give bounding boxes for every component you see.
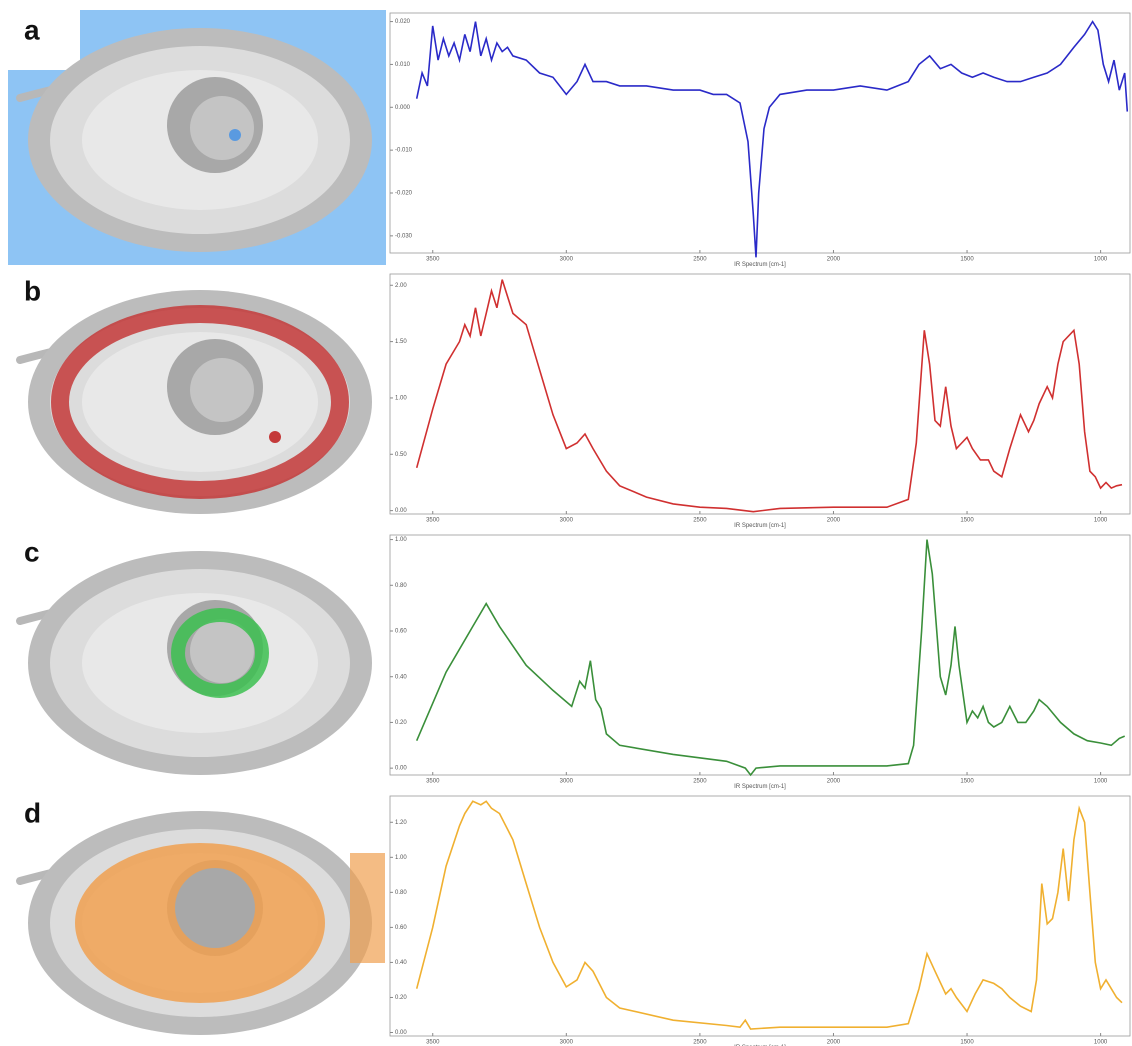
x-axis-label: IR Spectrum [cm-1] — [734, 523, 786, 529]
x-axis-label: IR Spectrum [cm-1] — [734, 262, 786, 268]
x-tick-label: 1000 — [1094, 779, 1108, 785]
tissue-section — [20, 551, 372, 775]
y-tick-label: 1.20 — [395, 820, 407, 826]
y-tick-label: 0.60 — [395, 925, 407, 931]
image-d — [20, 811, 385, 1035]
x-tick-label: 2500 — [693, 1040, 707, 1046]
y-tick-label: 1.50 — [395, 339, 407, 345]
y-tick-label: 0.80 — [395, 583, 407, 589]
y-tick-label: 1.00 — [395, 396, 407, 402]
figure: a -0.030 -0.020 -0.010 0.000 0.010 0.020 3500 30… — [0, 0, 1132, 1046]
x-tick-label: 1500 — [960, 1040, 974, 1046]
x-tick-label: 2000 — [827, 518, 841, 524]
x-tick-label: 3000 — [560, 1040, 574, 1046]
overlay — [229, 129, 241, 141]
y-tick-label: -0.030 — [395, 233, 413, 239]
x-tick-label: 1000 — [1094, 1040, 1108, 1046]
image-c — [20, 551, 372, 775]
y-tick-label: 0.40 — [395, 960, 407, 966]
y-tick-label: -0.010 — [395, 148, 413, 154]
y-tick-label: 0.020 — [395, 19, 411, 25]
tissue-section — [20, 290, 372, 514]
x-tick-label: 1500 — [960, 257, 974, 263]
x-tick-label: 1000 — [1094, 257, 1108, 263]
overlay — [269, 431, 281, 443]
x-tick-label: 3500 — [426, 257, 440, 263]
x-tick-label: 2000 — [827, 779, 841, 785]
label-area — [0, 10, 80, 70]
x-tick-label: 3500 — [426, 1040, 440, 1046]
y-tick-label: 0.40 — [395, 674, 407, 680]
tissue-core — [175, 868, 255, 948]
y-tick-label: 0.20 — [395, 995, 407, 1001]
y-tick-label: 0.60 — [395, 629, 407, 635]
x-tick-label: 2500 — [693, 779, 707, 785]
plot-frame — [390, 274, 1130, 514]
y-tick-label: 1.00 — [395, 855, 407, 861]
overlay — [350, 853, 385, 963]
y-tick-label: 0.50 — [395, 452, 407, 458]
x-tick-label: 3000 — [560, 779, 574, 785]
panel-label: c — [24, 536, 40, 567]
y-tick-label: 2.00 — [395, 283, 407, 289]
x-tick-label: 1500 — [960, 779, 974, 785]
y-tick-label: 1.00 — [395, 537, 407, 543]
x-tick-label: 1000 — [1094, 518, 1108, 524]
y-tick-label: 0.010 — [395, 62, 411, 68]
image-a — [0, 10, 386, 265]
plot-frame — [390, 535, 1130, 775]
y-tick-label: 0.80 — [395, 890, 407, 896]
y-tick-label: 0.00 — [395, 1030, 407, 1036]
image-b — [20, 290, 372, 514]
x-tick-label: 1500 — [960, 518, 974, 524]
y-tick-label: 0.000 — [395, 105, 411, 111]
panel-label: b — [24, 275, 41, 306]
x-tick-label: 2500 — [693, 518, 707, 524]
panel-label: a — [24, 14, 40, 45]
plot-frame — [390, 796, 1130, 1036]
x-tick-label: 2000 — [827, 257, 841, 263]
y-tick-label: 0.20 — [395, 720, 407, 726]
panel-label: d — [24, 797, 41, 828]
x-tick-label: 2000 — [827, 1040, 841, 1046]
y-tick-label: 0.00 — [395, 766, 407, 772]
x-tick-label: 3000 — [560, 257, 574, 263]
x-tick-label: 3000 — [560, 518, 574, 524]
x-tick-label: 3500 — [426, 518, 440, 524]
y-tick-label: -0.020 — [395, 191, 413, 197]
y-tick-label: 0.00 — [395, 508, 407, 514]
x-tick-label: 2500 — [693, 257, 707, 263]
page: a -0.030 -0.020 -0.010 0.000 0.010 0.020 3500 30… — [0, 0, 1132, 1046]
x-tick-label: 3500 — [426, 779, 440, 785]
x-axis-label: IR Spectrum [cm-1] — [734, 784, 786, 790]
